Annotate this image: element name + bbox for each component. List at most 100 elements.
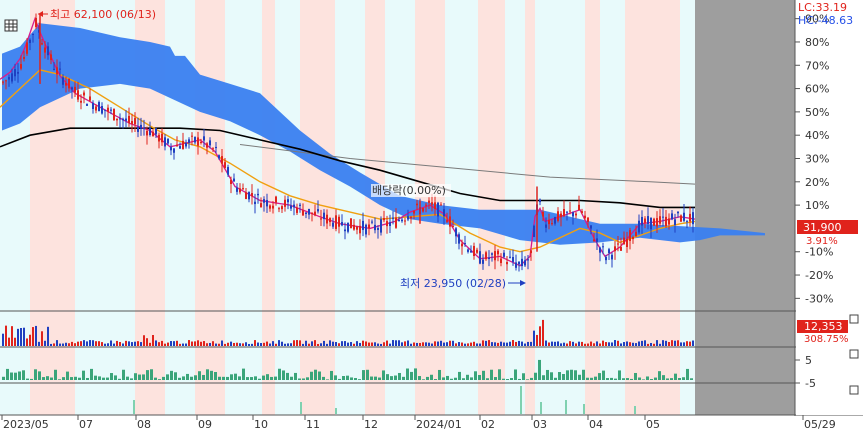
volume-bar — [503, 342, 505, 346]
indicator-1-bar — [678, 378, 681, 380]
indicator-1-bar — [570, 369, 573, 380]
candle-body — [68, 78, 70, 89]
indicator-1-bar — [446, 375, 449, 380]
candle-body — [380, 219, 382, 233]
candle-body — [155, 128, 157, 135]
candle-body — [365, 224, 367, 235]
volume-bar — [92, 340, 94, 346]
indicator-1-bar — [282, 370, 285, 380]
indicator-1-bar — [438, 369, 441, 380]
volume-bar — [581, 341, 583, 346]
volume-bar — [5, 325, 7, 346]
volume-bar — [221, 340, 223, 346]
low-annotation: 최저 23,950 (02/28) — [400, 277, 526, 290]
candle-body — [410, 216, 412, 219]
indicator-1-bar — [206, 369, 209, 380]
indicator-1-bar — [50, 377, 53, 380]
candle-body — [395, 217, 397, 228]
volume-bar — [107, 343, 109, 346]
candle-body — [491, 253, 493, 255]
indicator-1-bar — [542, 375, 545, 380]
indicator-1-bar — [186, 373, 189, 380]
indicator-1-bar — [114, 375, 117, 380]
candle-body — [353, 224, 355, 230]
candle-body — [269, 205, 271, 209]
volume-bar — [488, 340, 490, 346]
volume-bar — [239, 343, 241, 346]
volume-bar — [203, 341, 205, 346]
candle-body — [101, 106, 103, 114]
volume-bar — [623, 342, 625, 346]
candle-body — [137, 126, 139, 132]
candle-body — [317, 209, 319, 212]
volume-bar — [608, 342, 610, 346]
ma-line-long-grey — [239, 144, 696, 185]
y-tick-label: 50% — [805, 106, 829, 119]
volume-bar — [110, 340, 112, 346]
candle-body — [167, 138, 169, 144]
indicator-1-bar — [338, 378, 341, 380]
candle-body — [668, 218, 670, 225]
candle-body — [458, 234, 460, 244]
indicator-1-bar — [514, 369, 517, 380]
volume-bar — [344, 341, 346, 346]
volume-bar — [386, 340, 388, 346]
panel-toggle-icon[interactable] — [849, 314, 859, 324]
volume-bar — [326, 343, 328, 346]
y-tick-label: -5 — [805, 377, 816, 390]
panel-toggle-icon[interactable] — [849, 349, 859, 359]
indicator-1-bar — [494, 377, 497, 380]
candle-body — [359, 225, 361, 234]
volume-bar — [38, 341, 40, 346]
volume-bar — [242, 343, 244, 346]
candle-body — [566, 211, 568, 213]
indicator-1-bar — [470, 377, 473, 380]
candle-body — [530, 250, 532, 254]
volume-bar — [62, 343, 64, 346]
candle-body — [326, 214, 328, 224]
volume-bar — [152, 335, 154, 346]
volume-bar — [557, 341, 559, 346]
candle-body — [260, 203, 262, 208]
indicator-1-bar — [82, 370, 85, 380]
indicator-2-bars — [133, 386, 636, 414]
volume-bar — [437, 341, 439, 346]
volume-bar — [491, 342, 493, 346]
indicator-1-bar — [326, 379, 329, 380]
volume-bar — [473, 341, 475, 346]
candle-body — [236, 187, 238, 192]
candle-body — [89, 96, 91, 101]
indicator-1-bar — [126, 376, 129, 380]
indicator-1-bar — [522, 373, 525, 380]
indicator-1-bar — [322, 376, 325, 380]
candle-body — [683, 212, 685, 221]
candle-body — [299, 204, 301, 206]
indicator-1-bar — [202, 374, 205, 380]
indicator-1-bar — [550, 372, 553, 380]
indicator-1-bar — [590, 377, 593, 380]
indicator-1-bars — [2, 359, 693, 380]
volume-bar — [548, 342, 550, 346]
indicator-1-bar — [486, 378, 489, 380]
candle-body — [233, 178, 235, 182]
candle-body — [182, 140, 184, 150]
panel-toggle-icon[interactable] — [849, 385, 859, 395]
indicator-1-bar — [546, 369, 549, 380]
grid-icon[interactable] — [4, 19, 18, 32]
volume-bar — [647, 343, 649, 346]
indicator-1-bar — [610, 377, 613, 380]
candle-body — [386, 221, 388, 227]
candle-body — [35, 17, 37, 27]
candle-body — [275, 196, 277, 203]
volume-bar — [281, 341, 283, 346]
indicator-1-bar — [686, 368, 689, 380]
candle-body — [638, 220, 640, 233]
indicator-1-bar — [190, 376, 193, 380]
volume-bar — [527, 341, 529, 346]
candle-body — [692, 212, 694, 225]
dividend-label: 배당락(0.00%) — [372, 184, 446, 197]
indicator-1-bar — [194, 375, 197, 380]
indicator-1-bar — [106, 377, 109, 380]
candle-body — [263, 199, 265, 203]
